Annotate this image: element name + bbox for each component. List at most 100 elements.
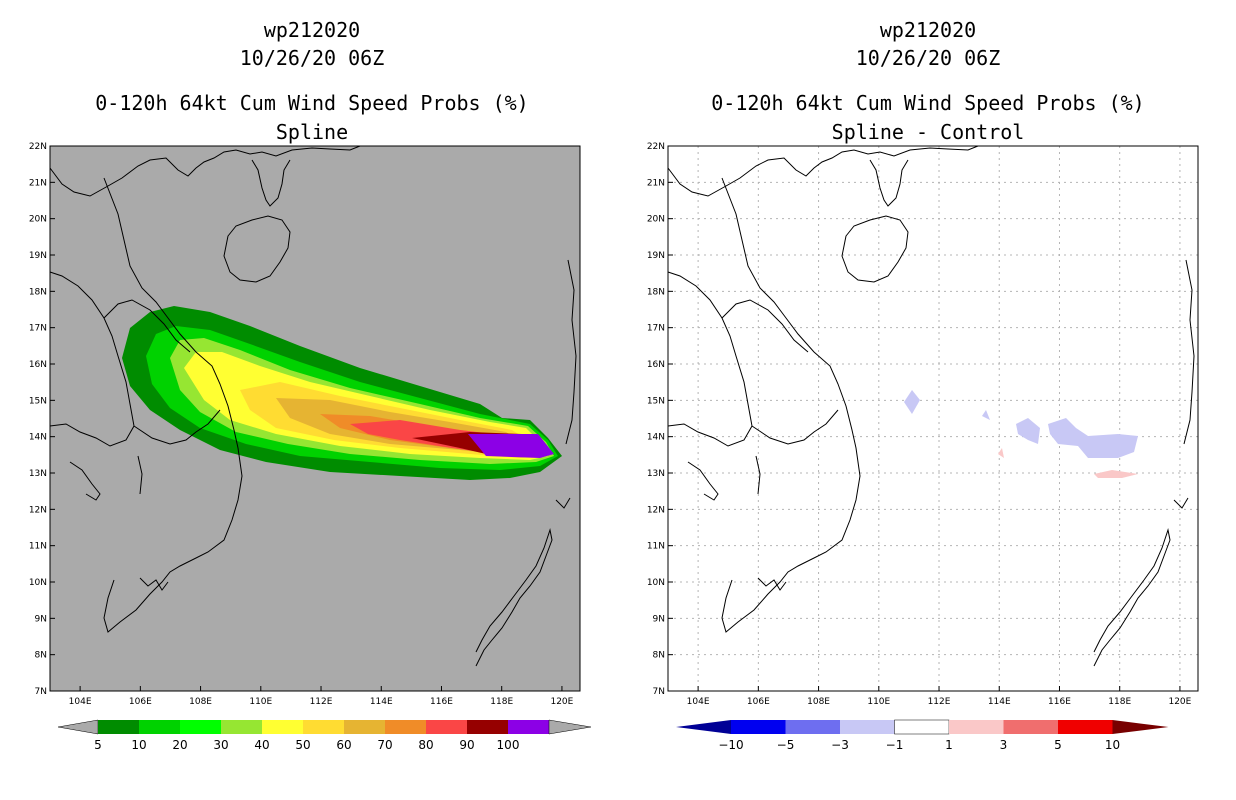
- right-storm-id: wp212020: [879, 18, 977, 42]
- colorbar-box: [467, 720, 508, 734]
- colorbar-low-arrow: [57, 719, 99, 735]
- colorbar-label: 20: [172, 738, 187, 752]
- lon-tick-label: 104E: [687, 697, 710, 707]
- lat-tick-label: 12N: [29, 505, 47, 515]
- colorbar-label: 10: [1105, 738, 1120, 752]
- colorbar-label: 3: [1000, 738, 1008, 752]
- right-map-frame: [667, 145, 1199, 692]
- colorbar-box: [426, 720, 467, 734]
- colorbar-low-arrow: [676, 720, 731, 734]
- lat-tick-label: 18N: [29, 287, 47, 297]
- lon-tick-label: 106E: [747, 697, 770, 707]
- lon-tick-label: 116E: [1048, 697, 1071, 707]
- left-product-title: 0-120h 64kt Cum Wind Speed Probs (%): [95, 91, 529, 115]
- left-map-panel: 104E 106E 108E 110E 112E 114E 116E 118E 120E 22N 2…: [29, 142, 581, 707]
- lat-tick-label: 17N: [647, 324, 665, 334]
- left-subtitle: Spline: [275, 120, 349, 144]
- lon-tick-label: 104E: [69, 697, 92, 707]
- lon-tick-label: 108E: [807, 697, 830, 707]
- lat-tick-label: 16N: [29, 360, 47, 370]
- right-product-title: 0-120h 64kt Cum Wind Speed Probs (%): [711, 91, 1145, 115]
- colorbar-label: 1: [945, 738, 953, 752]
- colorbar-box: [785, 720, 840, 734]
- colorbar-label: 100: [497, 738, 520, 752]
- lat-tick-label: 8N: [653, 651, 665, 661]
- lon-tick-label: 120E: [550, 697, 573, 707]
- colorbar-label: 5: [94, 738, 102, 752]
- colorbar-box: [98, 720, 139, 734]
- colorbar-label: 60: [336, 738, 351, 752]
- lat-tick-label: 7N: [653, 687, 665, 697]
- right-map-panel: 104E 106E 108E 110E 112E 114E 116E 118E 120E 22N 2…: [647, 142, 1199, 707]
- right-map-background: [668, 146, 1198, 691]
- lat-tick-label: 22N: [29, 142, 47, 152]
- lat-tick-label: 17N: [29, 324, 47, 334]
- lat-tick-label: 12N: [647, 505, 665, 515]
- lat-tick-label: 9N: [653, 614, 665, 624]
- colorbar-label: 70: [377, 738, 392, 752]
- lat-tick-label: 13N: [647, 469, 665, 479]
- colorbar-box: [180, 720, 221, 734]
- colorbar-box: [894, 719, 950, 735]
- lat-tick-label: 14N: [647, 433, 665, 443]
- lat-tick-label: 10N: [29, 578, 47, 588]
- lon-tick-label: 114E: [988, 697, 1011, 707]
- lon-tick-label: 112E: [928, 697, 951, 707]
- colorbar-box: [949, 720, 1004, 734]
- lat-tick-label: 7N: [35, 687, 47, 697]
- lon-tick-label: 118E: [490, 697, 513, 707]
- colorbar-label: 40: [254, 738, 269, 752]
- right-difference-contours: [904, 390, 1138, 478]
- lon-tick-label: 118E: [1108, 697, 1131, 707]
- lat-tick-label: 19N: [647, 251, 665, 261]
- colorbar-label: 10: [131, 738, 146, 752]
- lat-tick-label: 11N: [647, 542, 665, 552]
- lat-tick-label: 14N: [29, 433, 47, 443]
- colorbar-box: [1058, 720, 1113, 734]
- right-subtitle: Spline - Control: [831, 120, 1025, 144]
- lon-tick-label: 108E: [189, 697, 212, 707]
- right-datetime: 10/26/20 06Z: [855, 46, 1001, 70]
- lat-tick-label: 15N: [29, 396, 47, 406]
- colorbar-box: [262, 720, 303, 734]
- lon-tick-label: 110E: [249, 697, 272, 707]
- lat-tick-label: 15N: [647, 396, 665, 406]
- colorbar-label: −5: [777, 738, 795, 752]
- lat-tick-label: 13N: [29, 469, 47, 479]
- lat-tick-label: 8N: [35, 651, 47, 661]
- lat-tick-label: 11N: [29, 542, 47, 552]
- colorbar-box: [731, 720, 786, 734]
- lat-tick-label: 21N: [647, 178, 665, 188]
- lon-tick-label: 114E: [370, 697, 393, 707]
- colorbar-box: [303, 720, 344, 734]
- lat-tick-label: 10N: [647, 578, 665, 588]
- lat-tick-label: 21N: [29, 178, 47, 188]
- lon-tick-label: 120E: [1168, 697, 1191, 707]
- colorbar-box: [840, 720, 895, 734]
- colorbar-box: [385, 720, 426, 734]
- lon-tick-label: 110E: [867, 697, 890, 707]
- lat-tick-label: 18N: [647, 287, 665, 297]
- lat-tick-label: 19N: [29, 251, 47, 261]
- left-axis-labels: 104E 106E 108E 110E 112E 114E 116E 118E 120E 22N 2…: [29, 142, 574, 707]
- right-axis-labels: 104E 106E 108E 110E 112E 114E 116E 118E 120E 22N 2…: [647, 142, 1192, 707]
- left-storm-id: wp212020: [263, 18, 361, 42]
- colorbar-box: [1003, 720, 1058, 734]
- lat-tick-label: 9N: [35, 614, 47, 624]
- colorbar-label: 80: [418, 738, 433, 752]
- lat-tick-label: 20N: [647, 215, 665, 225]
- colorbar-label: 50: [295, 738, 310, 752]
- lon-tick-label: 106E: [129, 697, 152, 707]
- left-probability-contours: [122, 306, 562, 480]
- colorbar-label: 30: [213, 738, 228, 752]
- colorbar-label: −1: [886, 738, 904, 752]
- colorbar-high-arrow: [548, 719, 592, 735]
- colorbar-box: [139, 720, 180, 734]
- left-colorbar: 5 10 20 30 40 50 60 70 80 90 100: [57, 719, 592, 752]
- left-datetime: 10/26/20 06Z: [239, 46, 385, 70]
- left-map-frame: [49, 145, 581, 692]
- lon-tick-label: 116E: [430, 697, 453, 707]
- colorbar-box: [221, 720, 262, 734]
- colorbar-high-arrow: [1112, 720, 1169, 734]
